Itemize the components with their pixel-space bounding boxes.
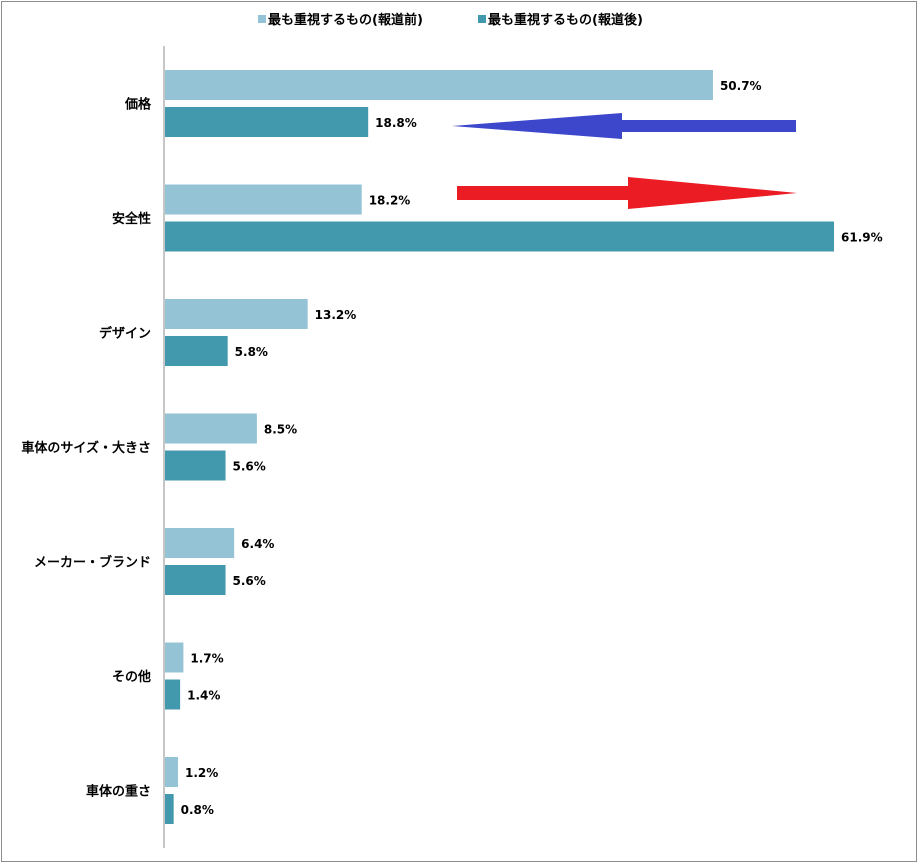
data-label-after-3: 5.6% [233,460,266,474]
data-label-after-1: 61.9% [841,231,883,245]
bar-after-4 [165,565,226,595]
bar-after-3 [165,450,226,481]
data-label-before-0: 50.7% [720,79,762,93]
legend: 最も重視するもの(報道前) 最も重視するもの(報道後) [258,12,643,28]
legend-swatch-0 [258,15,266,23]
data-label-after-5: 1.4% [187,689,220,703]
data-label-after-6: 0.8% [181,803,214,817]
bar-before-0 [165,70,713,100]
bars: 50.7% 18.8% 18.2% 61.9% 13.2% 5.8% 8.5% 5.6% 6.4… [165,70,883,824]
category-label-6: 車体の重さ [86,784,151,800]
bar-before-6 [165,757,178,787]
category-label-5: その他 [112,669,151,685]
bar-after-1 [165,221,834,252]
bar-after-5 [165,679,181,710]
bar-before-1 [165,184,362,215]
data-label-before-6: 1.2% [185,766,218,780]
blue-left-arrow [452,113,796,139]
category-label-4: メーカー・ブランド [34,555,151,571]
legend-swatch-1 [478,15,486,23]
bar-after-2 [165,336,228,366]
category-label-0: 価格 [124,97,152,113]
bar-after-6 [165,794,174,824]
legend-label-0: 最も重視するもの(報道前) [268,12,423,28]
annotation-arrows [452,113,797,209]
data-label-before-2: 13.2% [315,308,357,322]
category-label-1: 安全性 [112,211,151,227]
bar-after-0 [165,107,369,137]
data-label-after-4: 5.6% [233,574,266,588]
bar-before-3 [165,413,257,444]
data-label-after-0: 18.8% [375,116,417,130]
bar-before-2 [165,299,308,329]
data-label-before-1: 18.2% [369,194,411,208]
red-right-arrow [457,177,797,209]
data-label-before-3: 8.5% [264,423,297,437]
data-label-before-5: 1.7% [190,652,223,666]
legend-label-1: 最も重視するもの(報道後) [488,12,643,28]
data-label-after-2: 5.8% [235,345,268,359]
bar-before-5 [165,642,184,673]
category-label-2: デザイン [99,326,151,342]
bar-before-4 [165,528,235,558]
data-label-before-4: 6.4% [241,537,274,551]
category-label-3: 車体のサイズ・大きさ [21,440,151,456]
